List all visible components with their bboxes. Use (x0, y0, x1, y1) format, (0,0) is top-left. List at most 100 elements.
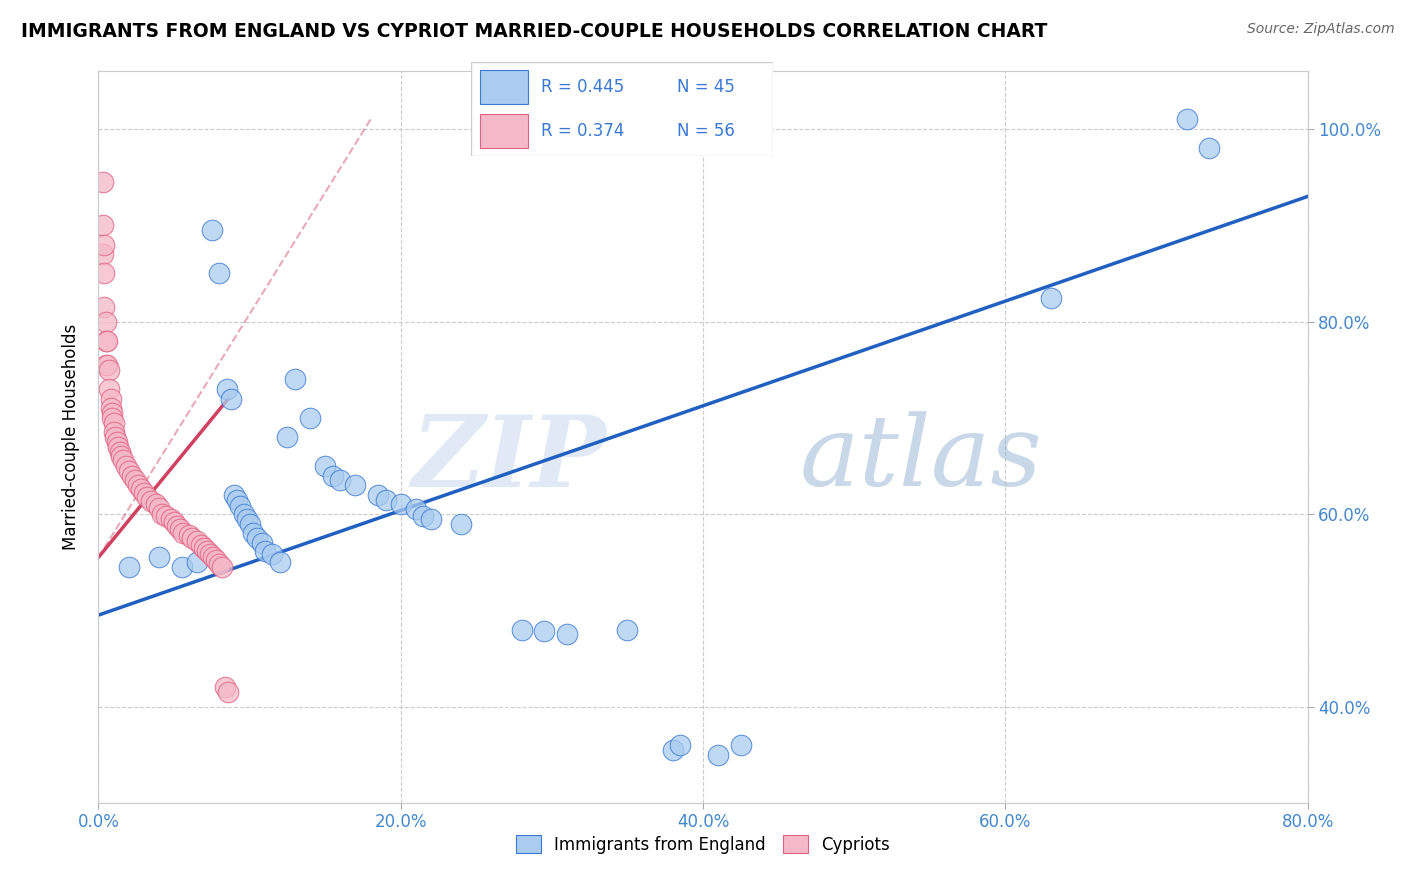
Point (193, 541, 215, 555)
Point (195, 543, 218, 558)
Point (269, 555, 291, 569)
Point (101, 410, 124, 425)
Point (141, 493, 163, 508)
Point (217, 685, 239, 699)
Point (1198, 141, 1220, 155)
Point (163, 515, 186, 529)
Point (226, 492, 249, 507)
Point (190, 538, 212, 552)
Point (235, 512, 257, 526)
Point (367, 488, 389, 502)
FancyBboxPatch shape (479, 114, 529, 148)
Text: IMMIGRANTS FROM ENGLAND VS CYPRIOT MARRIED-COUPLE HOUSEHOLDS CORRELATION CHART: IMMIGRANTS FROM ENGLAND VS CYPRIOT MARRI… (21, 22, 1047, 41)
Point (111, 453, 134, 467)
Point (150, 507, 173, 521)
Point (202, 550, 225, 565)
Point (205, 553, 228, 567)
Point (405, 502, 427, 516)
FancyBboxPatch shape (479, 70, 529, 103)
Point (661, 743, 683, 757)
Text: Source: ZipAtlas.com: Source: ZipAtlas.com (1247, 22, 1395, 37)
Point (93, 237, 115, 252)
Point (103, 425, 125, 440)
Point (214, 681, 236, 695)
Point (510, 623, 533, 637)
Point (450, 516, 472, 531)
Point (91, 219, 114, 233)
Point (104, 430, 127, 444)
Point (135, 490, 157, 504)
Point (148, 550, 170, 565)
Point (299, 410, 322, 425)
Point (129, 482, 152, 496)
Point (118, 464, 141, 478)
Point (91, 175, 114, 189)
Point (211, 560, 233, 574)
Point (250, 536, 273, 550)
Point (94, 358, 117, 372)
Point (100, 392, 122, 406)
Point (229, 500, 252, 514)
Point (100, 401, 122, 416)
Point (108, 444, 131, 458)
Point (242, 526, 264, 541)
Point (179, 528, 201, 542)
Point (201, 223, 224, 237)
Point (253, 543, 276, 558)
Point (91, 247, 114, 261)
Point (101, 406, 124, 420)
Point (181, 531, 204, 545)
Point (555, 627, 578, 641)
Point (121, 468, 143, 483)
Point (208, 267, 231, 281)
Point (412, 508, 434, 523)
Point (533, 624, 555, 639)
Point (232, 507, 254, 521)
Text: N = 45: N = 45 (676, 78, 734, 95)
Point (127, 478, 149, 492)
Point (730, 738, 752, 752)
Point (186, 534, 208, 549)
Point (118, 560, 141, 574)
Text: N = 56: N = 56 (676, 122, 734, 140)
Point (374, 492, 396, 507)
Point (322, 468, 344, 483)
Point (160, 512, 183, 526)
Point (276, 430, 298, 444)
Point (215, 382, 238, 396)
Point (107, 440, 129, 454)
Point (124, 474, 146, 488)
Point (103, 416, 125, 430)
Text: R = 0.445: R = 0.445 (540, 78, 624, 95)
Point (262, 548, 284, 562)
Point (239, 516, 262, 531)
Point (344, 478, 367, 492)
Point (284, 372, 307, 386)
Point (96, 334, 118, 348)
Point (93, 267, 115, 281)
Point (707, 747, 730, 762)
Point (170, 560, 193, 574)
Point (94, 315, 117, 329)
Point (314, 458, 336, 473)
Text: ZIP: ZIP (412, 411, 606, 508)
Point (420, 512, 443, 526)
Point (1175, 112, 1198, 127)
Legend: Immigrants from England, Cypriots: Immigrants from England, Cypriots (509, 829, 897, 860)
Point (93, 300, 115, 314)
Point (98, 382, 121, 396)
FancyBboxPatch shape (471, 62, 773, 156)
Point (1039, 291, 1062, 305)
Point (669, 738, 692, 752)
Point (110, 450, 132, 464)
Point (148, 501, 170, 516)
Point (224, 488, 246, 502)
Point (166, 518, 188, 533)
Y-axis label: Married-couple Households: Married-couple Households (62, 324, 80, 550)
Point (200, 548, 222, 562)
Point (389, 498, 412, 512)
Point (114, 458, 136, 473)
Point (329, 474, 352, 488)
Point (155, 508, 177, 523)
Point (96, 358, 118, 372)
